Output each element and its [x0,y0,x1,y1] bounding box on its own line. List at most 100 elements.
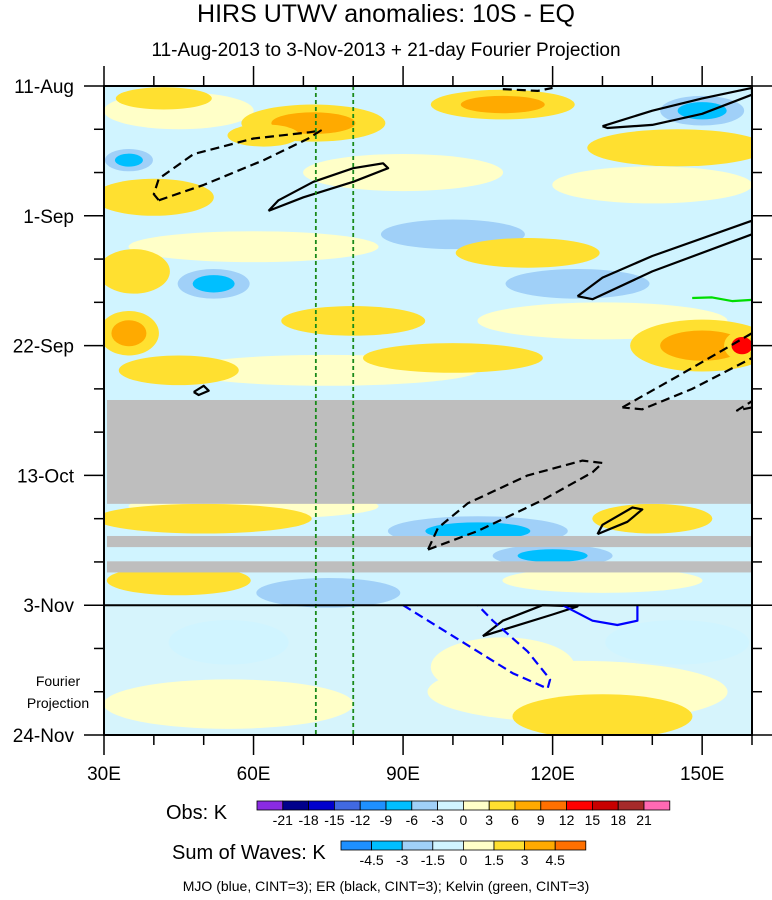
field-blob-core [135,91,192,105]
axes: 30E 60E 90E 120E 150E 11-Aug 1-Sep 22-Sep 13-Oct… [13,66,772,785]
field-blob-core [242,128,285,142]
obs-colorbar-swatch [359,800,387,811]
field-blob-core [114,153,143,167]
waves-colorbar-level-label: -4.5 [360,852,384,868]
obs-colorbar-swatch [411,800,438,811]
missing-data-band [107,535,752,548]
field-blob-core [617,510,688,528]
field-blob-core [517,549,588,563]
y-tick-label: 22-Sep [13,337,74,358]
er-contour [621,332,752,411]
x-tick-label: 60E [237,764,271,785]
field-blob-core [731,336,752,355]
obs-colorbar-swatch [643,800,671,811]
waves-colorbar-level-label: 3 [521,852,529,868]
obs-colorbar-swatch [282,800,309,811]
obs-colorbar-swatch [462,800,490,811]
waves-colorbar-swatch [524,840,556,851]
obs-colorbar-level-label: -18 [298,812,318,828]
field-blob-core [677,102,727,120]
obs-colorbar-swatch [333,800,361,811]
reference-lines [314,86,355,735]
obs-colorbar-level-label: 9 [537,812,545,828]
obs-colorbar-swatch [566,800,593,811]
obs-colorbar-level-label: -3 [431,812,444,828]
missing-data-band [107,399,752,504]
obs-colorbar-swatch [592,800,619,811]
er-contour [152,129,322,202]
field-blob-core [286,584,371,602]
mjo-contour [402,604,552,690]
wave-contours [152,86,752,690]
mjo-contour [562,604,639,627]
contour-legend: MJO (blue, CINT=3); ER (black, CINT=3); … [182,878,590,894]
waves-colorbar-swatch [493,840,526,851]
obs-colorbar-level-label: 21 [636,812,652,828]
kelvin-contour [692,296,752,303]
er-contour [267,162,390,212]
field-patch [104,679,354,729]
y-tick-label: 11-Aug [14,77,74,98]
obs-colorbar-level-label: -12 [350,812,370,828]
field-blob-core [140,510,267,528]
field-blob-core [400,349,506,367]
field-blob-core [660,330,745,361]
y-tick-label: 13-Oct [17,466,75,487]
field-blob-core [635,629,720,656]
anomaly-field [104,86,752,735]
waves-colorbar-level-label: -3 [396,852,409,868]
field-blob-core [425,522,531,540]
field-blob-core [624,136,730,159]
field-blob-core [549,703,655,730]
x-tick-label: 90E [386,764,420,785]
waves-colorbar-swatch [340,840,373,851]
waves-colorbar-level-label: 1.5 [484,852,504,868]
y-tick-label: 1-Sep [23,207,74,228]
field-blob-core [111,320,147,347]
waves-colorbar-level-label: 0 [460,852,468,868]
obs-colorbar-level-label: 12 [559,812,575,828]
y-tick-label: 3-Nov [23,596,74,617]
er-contour [602,86,752,130]
obs-colorbar-level-label: 15 [585,812,601,828]
field-blob-core [118,186,189,209]
y-tick-label: 24-Nov [13,726,75,747]
field-patch [128,231,379,263]
obs-colorbar-level-label: -6 [406,812,419,828]
waves-colorbar-level-label: 4.5 [545,852,565,868]
waves-colorbar-level-label: -1.5 [421,852,445,868]
field-blob-core [112,258,155,285]
field-blob-core [193,629,264,656]
chart-title: HIRS UTWV anomalies: 10S - EQ [197,0,575,28]
field-blob-core [143,361,214,379]
obs-colorbar-swatch [617,800,645,811]
obs-colorbar-level-label: 0 [460,812,468,828]
x-tick-label: 120E [530,764,574,785]
obs-colorbar-level-label: -21 [273,812,293,828]
obs-colorbar-level-label: 6 [511,812,519,828]
obs-colorbar-level-label: 3 [485,812,493,828]
er-contour [193,384,210,397]
obs-colorbar-level-label: 18 [610,812,626,828]
waves-colorbar-swatch [554,840,587,851]
plot-frame [103,85,753,736]
waves-colorbar-label: Sum of Waves: K [172,842,326,864]
field-blob-core [136,571,221,590]
field-blob-core [460,95,545,114]
field-blob-core [192,275,235,293]
waves-colorbar-swatch [401,840,434,851]
obs-colorbar-level-label: -9 [380,812,393,828]
er-contour [596,506,644,536]
field-patch [552,166,752,204]
er-contour [482,604,579,638]
field-patch [303,153,504,192]
obs-colorbar-swatch [488,800,516,811]
er-contour [502,86,553,92]
chart-subtitle: 11-Aug-2013 to 3-Nov-2013 + 21-day Fouri… [151,40,621,61]
missing-data-band [107,561,752,573]
field-blob-core [535,275,620,293]
waves-colorbar-swatch [462,840,495,851]
obs-colorbar-label: Obs: K [166,802,228,824]
colorbars: -21 -18 -15 -12 -9 -6 -3 0 3 6 9 12 15 18 21 -4.5 -3 -1.5… [256,800,671,868]
